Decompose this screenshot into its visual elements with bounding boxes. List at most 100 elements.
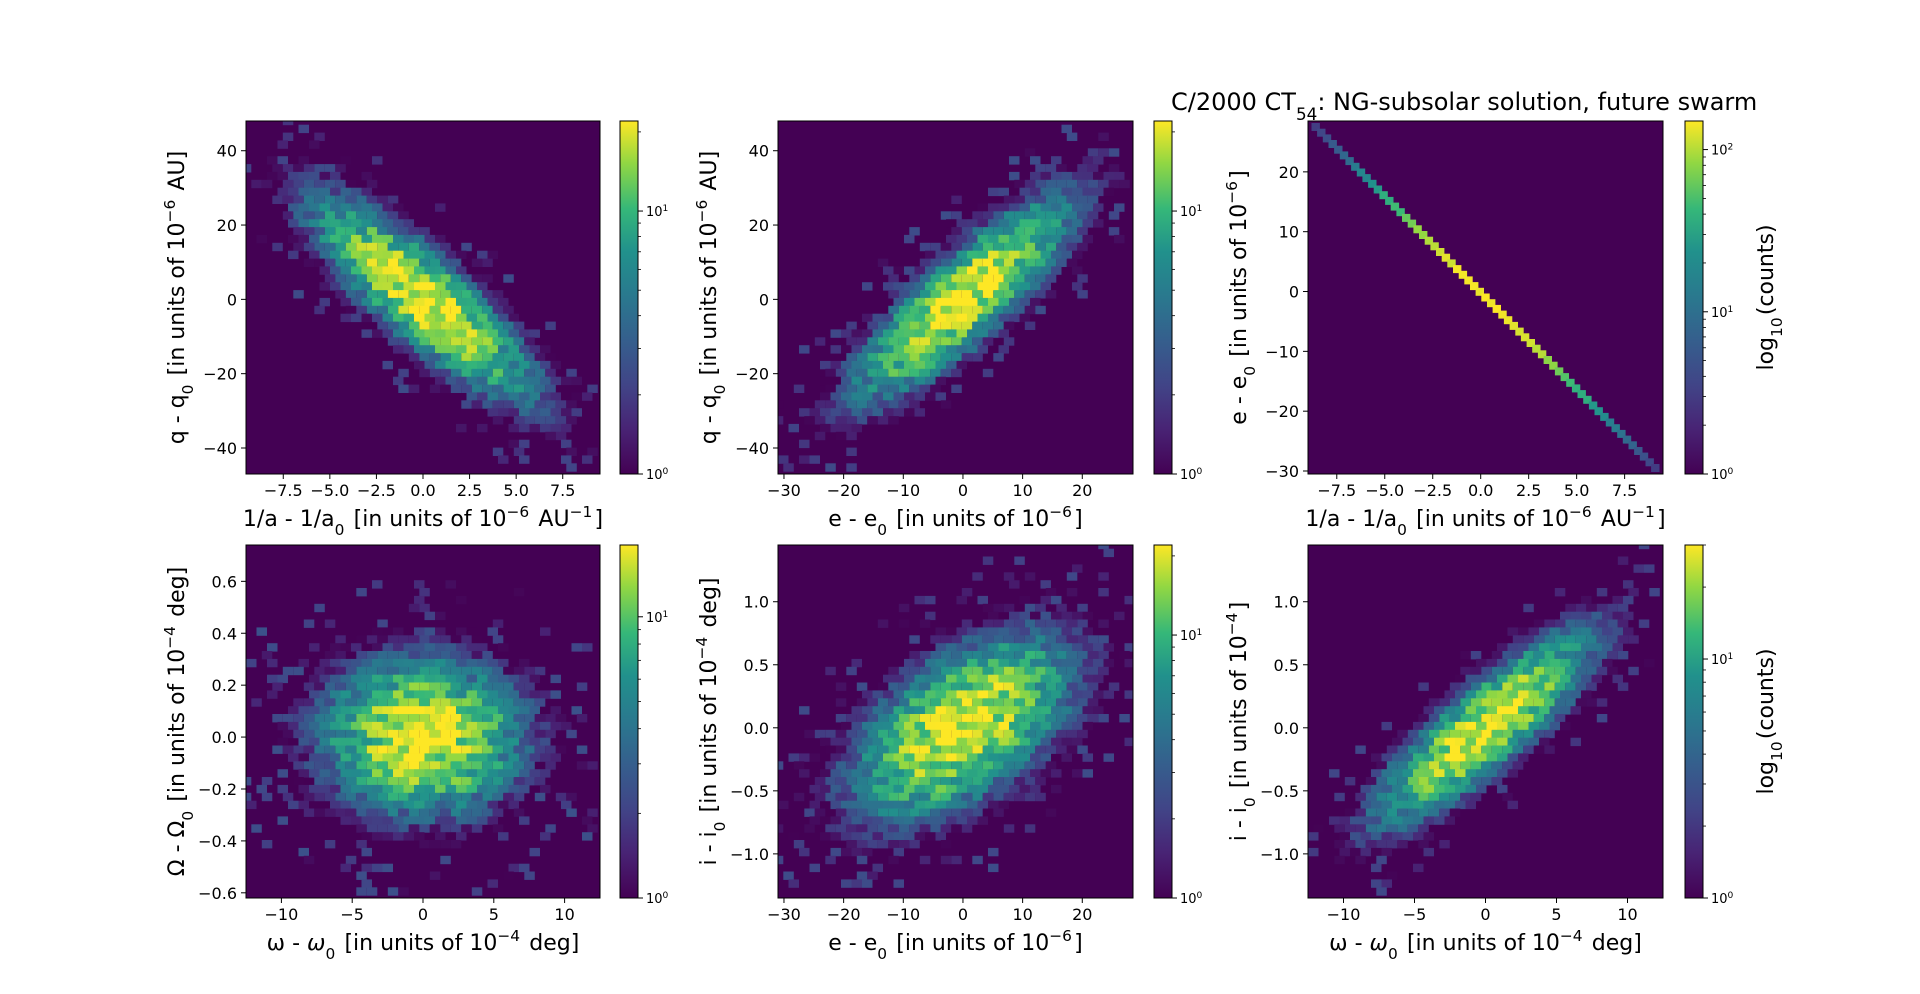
hexbin-cell: [1066, 132, 1078, 141]
x-tick-label: 20: [1072, 905, 1092, 924]
hexbin-cell: [1397, 745, 1408, 754]
hexbin-cell: [909, 729, 920, 739]
hexbin-cell: [1423, 832, 1434, 841]
hexbin-cell: [393, 816, 404, 825]
hexbin-cell: [1602, 643, 1613, 652]
hexbin-cell: [361, 706, 372, 715]
hexbin-cell: [872, 800, 883, 810]
hexbin-cell: [582, 392, 593, 401]
hexbin-cell: [1024, 714, 1036, 723]
hexbin-cell: [324, 761, 336, 770]
hexbin-cell: [424, 282, 435, 291]
hexbin-cell: [951, 290, 962, 299]
hexbin-cell: [1577, 390, 1586, 399]
hexbin-cell: [461, 682, 472, 691]
hexbin-cell: [429, 274, 441, 283]
hexbin-cell: [930, 337, 941, 346]
hexbin-cell: [408, 635, 420, 644]
hexbin-cell: [482, 400, 493, 409]
hexbin-cell: [414, 580, 425, 589]
hexbin-cell: [1077, 290, 1088, 299]
hexbin-cell: [1397, 840, 1408, 849]
hexbin-cell: [1497, 769, 1508, 778]
hexbin-cell: [1444, 690, 1455, 699]
hexbin-cell: [951, 651, 962, 660]
hexbin-cell: [1051, 611, 1062, 621]
hexbin-cell: [445, 753, 456, 762]
hexbin-cell: [1098, 714, 1109, 723]
hexbin-cell: [414, 800, 425, 810]
hexbin-cell: [793, 761, 805, 770]
hexbin-cell: [335, 777, 346, 786]
hexbin-cell: [1502, 745, 1513, 754]
hexbin-cell: [1024, 179, 1036, 189]
hexbin-cell: [450, 666, 462, 676]
hexbin-cell: [267, 674, 278, 684]
y-tick-label: 0.0: [744, 719, 769, 738]
hexbin-cell: [998, 769, 1009, 778]
hexbin-cell: [298, 124, 309, 134]
hexbin-cell: [914, 784, 925, 794]
hexbin-cell: [1061, 737, 1072, 747]
hexbin-cell: [429, 290, 441, 299]
hexbin-cell: [1355, 745, 1366, 754]
hexbin-cell: [450, 792, 462, 802]
hexbin-cell: [1051, 674, 1062, 684]
hexbin-cell: [477, 250, 488, 260]
hexbin-cell: [1087, 714, 1099, 723]
hexbin-cell: [1040, 611, 1051, 621]
hexbin-cell: [1308, 832, 1319, 841]
hexbin-cell: [909, 777, 920, 786]
hexbin-cell: [935, 250, 946, 260]
hexbin-cell: [1355, 855, 1366, 865]
hexbin-cell: [946, 706, 957, 715]
hexbin-cell: [466, 360, 477, 370]
hexbin-cell: [408, 651, 420, 660]
hexbin-cell: [1368, 179, 1377, 188]
hexbin-cell: [1087, 698, 1099, 707]
hexbin-cell: [825, 761, 836, 770]
hexbin-cell: [503, 792, 514, 802]
hexbin-cell: [403, 219, 414, 228]
hexbin-cell: [862, 800, 873, 810]
hexbin-cell: [1114, 611, 1125, 621]
hexbin-cell: [1444, 800, 1455, 810]
hexbin-cell: [993, 666, 1004, 676]
hexbin-cell: [904, 721, 915, 731]
hexbin-cell: [335, 698, 346, 707]
hexbin-cell: [424, 753, 435, 762]
hexbin-cell: [1350, 832, 1361, 841]
hexbin-cell: [1365, 792, 1377, 802]
hexbin-cell: [930, 305, 941, 315]
hexbin-cell: [261, 651, 273, 660]
hexbin-cell: [1509, 321, 1518, 330]
hexbin-cell: [1607, 666, 1618, 676]
hexbin-cell: [972, 666, 983, 676]
hexbin-cell: [398, 666, 409, 676]
hexbin-cell: [1434, 800, 1445, 810]
hexbin-cell: [1003, 290, 1015, 299]
hexbin-cell: [1392, 753, 1403, 762]
hexbin-cell: [1014, 179, 1025, 189]
hexbin-cell: [471, 887, 483, 896]
hexbin-cell: [340, 219, 351, 228]
hexbin-cell: [956, 360, 967, 370]
hexbin-cell: [1376, 808, 1387, 817]
hexbin-cell: [893, 674, 904, 684]
hexbin-cell: [1030, 219, 1041, 228]
hexbin-cell: [303, 698, 315, 707]
hexbin-cell: [1024, 635, 1036, 644]
hexbin-cell: [856, 682, 868, 691]
hexbin-cell: [1108, 164, 1120, 173]
hexbin-cell: [1449, 792, 1461, 802]
hexbin-cell: [377, 305, 388, 315]
hexbin-cell: [345, 179, 357, 189]
hexbin-cell: [825, 792, 836, 802]
hexbin-cell: [424, 706, 435, 715]
hexbin-cell: [988, 297, 999, 307]
hexbin-cell: [977, 674, 988, 684]
hexbin-cell: [398, 635, 409, 644]
hexbin-cell: [935, 392, 946, 401]
hexbin-cell: [940, 855, 952, 865]
hexbin-cell: [1465, 721, 1476, 731]
